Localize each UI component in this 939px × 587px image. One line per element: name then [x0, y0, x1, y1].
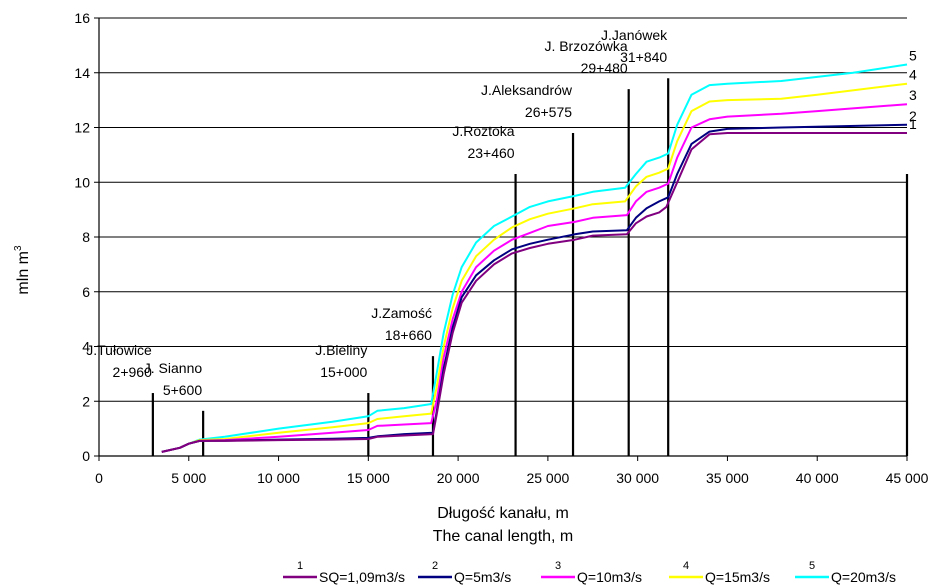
y-tick-label: 4: [82, 339, 90, 355]
legend-label: Q=15m3/s: [705, 569, 770, 585]
series-end-labels: 12 3 4 5: [909, 48, 917, 132]
legend-label: Q=20m3/s: [831, 569, 896, 585]
junction-name: J.Tułowice: [86, 342, 152, 358]
x-tick-label: 15 000: [347, 470, 390, 486]
y-tick-label: 2: [82, 393, 90, 409]
junction-markers: 2+960 J.Tułowice 5+600 J. Sianno 15+000 J.Bie…: [86, 27, 909, 456]
y-tick-label: 16: [74, 10, 90, 26]
junction-chainage: 5+600: [163, 382, 203, 398]
y-axis-label: mln m3: [13, 245, 32, 295]
y-tick-label: 14: [74, 65, 90, 81]
series-lines: [161, 63, 908, 453]
junction-chainage: 29+480: [581, 60, 628, 76]
x-tick-label: 0: [95, 470, 103, 486]
series-end-label: 3: [909, 87, 917, 103]
series-line-5: [161, 63, 908, 453]
y-axis-label-text: mln m: [15, 251, 32, 295]
y-tick-label: 12: [74, 120, 90, 136]
series-line-3: [161, 103, 908, 453]
series-end-label: 2: [909, 108, 917, 124]
junction-chainage: 26+575: [525, 104, 572, 120]
x-tick-label: 45 000: [886, 470, 929, 486]
y-axis-label-superscript: 3: [13, 245, 24, 251]
y-tick-label: 10: [74, 174, 90, 190]
junction-name: J. Brzozówka: [544, 38, 627, 54]
series-end-label: 1: [909, 116, 917, 132]
junction-chainage: 18+660: [385, 327, 432, 343]
legend: 1 SQ=1,09m3/s 2 Q=5m3/s 3 Q=10m3/s 4 Q=15m3/s 5 Q…: [283, 560, 896, 585]
x-tick-label: 25 000: [526, 470, 569, 486]
legend-number: 1: [297, 560, 303, 572]
series-line-1: [161, 132, 907, 453]
series-end-label: 4: [909, 67, 917, 83]
series-line-2: [161, 123, 908, 453]
y-tick-label: 6: [82, 284, 90, 300]
series-line-4: [161, 82, 908, 453]
x-axis-label-english: The canal length, m: [433, 528, 574, 545]
junction-name: J.Roztoka: [452, 123, 514, 139]
x-axis-label: Długość kanału, m: [437, 505, 569, 522]
legend-number: 5: [809, 560, 815, 572]
junction-chainage: 31+840: [620, 49, 667, 65]
junction-name: J.Janówek: [601, 27, 668, 43]
x-tick-label: 35 000: [706, 470, 749, 486]
y-tick-labels: 0 2 4 6 8 10 12 14 16: [74, 10, 90, 464]
legend-number: 4: [683, 560, 689, 572]
x-tick-labels: 0 5 000 10 000 15 000 20 000 25 000 30 000 35 0…: [95, 470, 929, 486]
grid-lines: [99, 17, 907, 457]
junction-chainage: 23+460: [467, 145, 514, 161]
x-tick-label: 30 000: [616, 470, 659, 486]
series-end-label: 5: [909, 48, 917, 64]
legend-number: 3: [555, 560, 561, 572]
legend-number: 2: [432, 560, 438, 572]
junction-chainage: 2+960: [113, 364, 153, 380]
junction-name: J.Zamość: [371, 305, 432, 321]
legend-label: Q=5m3/s: [454, 569, 511, 585]
legend-label: Q=10m3/s: [577, 569, 642, 585]
junction-chainage: 15+000: [320, 364, 367, 380]
junction-name: J.Bieliny: [315, 342, 367, 358]
junction-name: J.Aleksandrów: [481, 82, 573, 98]
junction-name: J. Sianno: [144, 360, 203, 376]
x-tick-label: 10 000: [257, 470, 300, 486]
axes: [94, 17, 908, 461]
x-tick-label: 5 000: [171, 470, 206, 486]
y-tick-label: 8: [82, 229, 90, 245]
x-tick-label: 20 000: [437, 470, 480, 486]
y-tick-label: 0: [82, 448, 90, 464]
x-tick-label: 40 000: [796, 470, 839, 486]
legend-label: SQ=1,09m3/s: [319, 569, 405, 585]
